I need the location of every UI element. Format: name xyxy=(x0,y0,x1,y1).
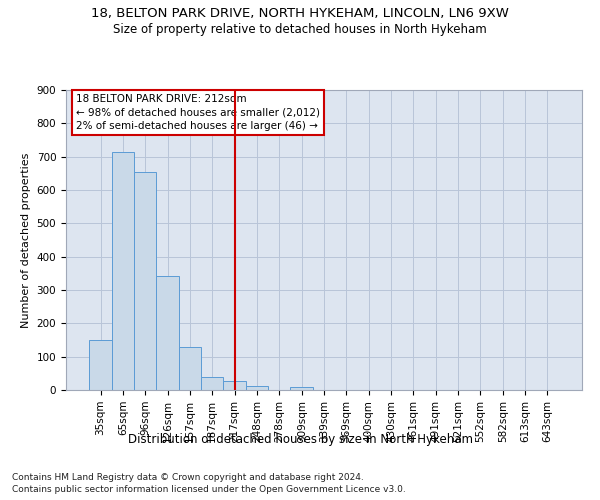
Bar xyxy=(112,152,134,390)
Y-axis label: Number of detached properties: Number of detached properties xyxy=(21,152,31,328)
Bar xyxy=(246,386,268,390)
Bar xyxy=(179,346,201,390)
Text: 18, BELTON PARK DRIVE, NORTH HYKEHAM, LINCOLN, LN6 9XW: 18, BELTON PARK DRIVE, NORTH HYKEHAM, LI… xyxy=(91,8,509,20)
Bar xyxy=(157,276,179,390)
Text: Contains HM Land Registry data © Crown copyright and database right 2024.: Contains HM Land Registry data © Crown c… xyxy=(12,472,364,482)
Bar xyxy=(89,340,112,390)
Bar xyxy=(290,388,313,390)
Bar xyxy=(201,376,223,390)
Bar xyxy=(223,380,246,390)
Text: Distribution of detached houses by size in North Hykeham: Distribution of detached houses by size … xyxy=(128,432,473,446)
Text: 18 BELTON PARK DRIVE: 212sqm
← 98% of detached houses are smaller (2,012)
2% of : 18 BELTON PARK DRIVE: 212sqm ← 98% of de… xyxy=(76,94,320,131)
Text: Contains public sector information licensed under the Open Government Licence v3: Contains public sector information licen… xyxy=(12,485,406,494)
Bar xyxy=(134,172,157,390)
Text: Size of property relative to detached houses in North Hykeham: Size of property relative to detached ho… xyxy=(113,22,487,36)
